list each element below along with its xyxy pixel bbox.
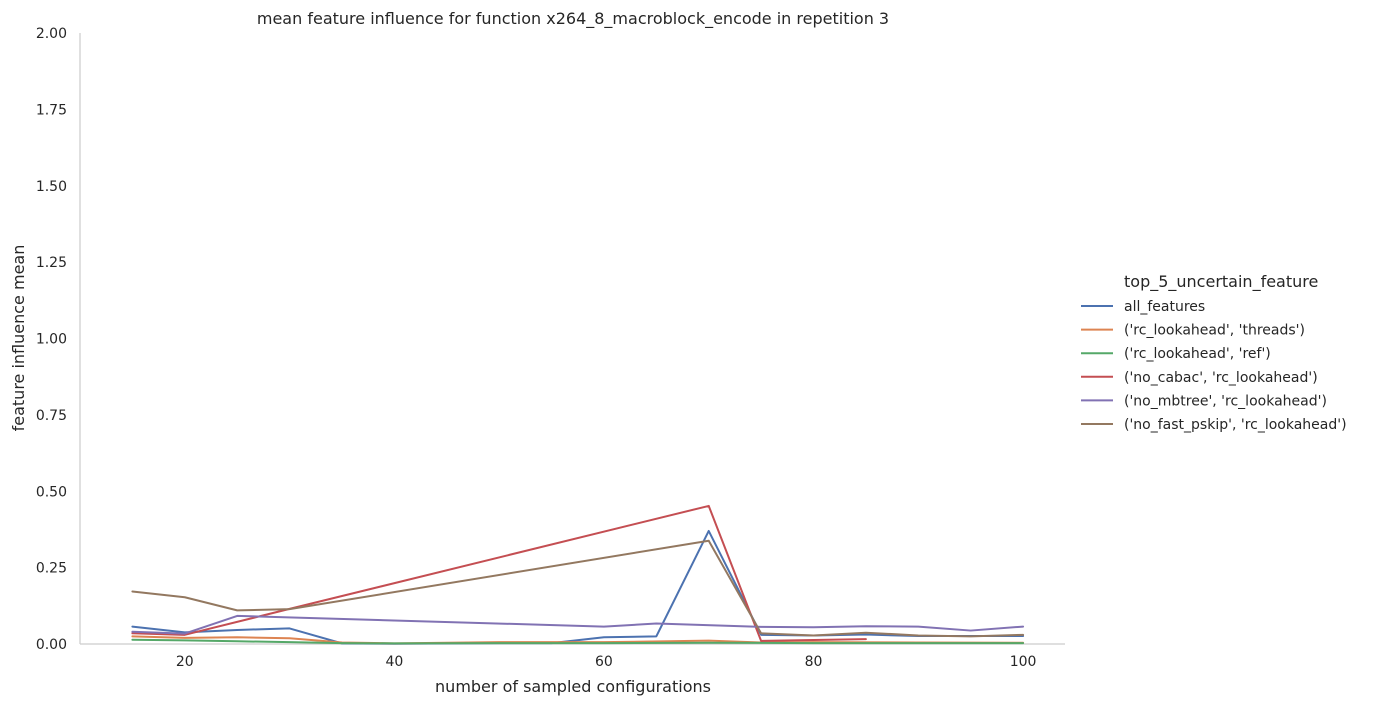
y-tick-label: 1.25: [36, 255, 67, 271]
legend-item: ('rc_lookahead', 'threads'): [1081, 323, 1305, 339]
legend-label: ('rc_lookahead', 'threads'): [1124, 323, 1305, 339]
plot-series: [131, 504, 1025, 645]
legend-item: ('no_fast_pskip', 'rc_lookahead'): [1081, 417, 1347, 433]
legend-label: ('no_fast_pskip', 'rc_lookahead'): [1124, 417, 1347, 433]
x-axis-title: number of sampled configurations: [435, 677, 711, 696]
legend-label: ('rc_lookahead', 'ref'): [1124, 346, 1271, 362]
series-line-3: [131, 638, 1025, 645]
legend-label: ('no_cabac', 'rc_lookahead'): [1124, 370, 1318, 386]
x-tick-label: 40: [385, 654, 403, 670]
legend: top_5_uncertain_feature all_features ('rc…: [1081, 272, 1347, 433]
y-tick-label: 1.50: [36, 179, 67, 195]
legend-item: ('rc_lookahead', 'ref'): [1081, 346, 1271, 362]
legend-item: all_features: [1081, 299, 1205, 315]
legend-label: all_features: [1124, 299, 1205, 315]
y-axis-title: feature influence mean: [9, 245, 28, 432]
y-tick-label: 2.00: [36, 26, 67, 42]
legend-items: all_features ('rc_lookahead', 'threads') (…: [1081, 299, 1347, 433]
legend-title: top_5_uncertain_feature: [1124, 272, 1318, 292]
series-line-1: [131, 529, 1025, 645]
y-tick-label: 1.75: [36, 102, 67, 118]
x-tick-label: 20: [176, 654, 194, 670]
x-tick-label: 100: [1010, 654, 1037, 670]
y-tick-label: 0.00: [36, 637, 67, 653]
x-tick-label: 60: [595, 654, 613, 670]
y-tick-label: 0.75: [36, 408, 67, 424]
y-tick-label: 0.50: [36, 484, 67, 500]
y-tick-label: 1.00: [36, 332, 67, 348]
chart-title: mean feature influence for function x264…: [257, 9, 889, 29]
y-axis: 0.00 0.25 0.50 0.75 1.00 1.25 1.50 1.75 2.00: [36, 26, 81, 653]
x-axis: 20 40 60 80 100: [80, 643, 1065, 670]
series-line-6: [131, 539, 1025, 638]
legend-item: ('no_mbtree', 'rc_lookahead'): [1081, 393, 1327, 409]
series-line-4: [131, 504, 867, 642]
series-line-5: [131, 614, 1025, 635]
legend-item: ('no_cabac', 'rc_lookahead'): [1081, 370, 1318, 386]
legend-label: ('no_mbtree', 'rc_lookahead'): [1124, 393, 1327, 409]
y-tick-label: 0.25: [36, 561, 67, 577]
x-tick-label: 80: [805, 654, 823, 670]
